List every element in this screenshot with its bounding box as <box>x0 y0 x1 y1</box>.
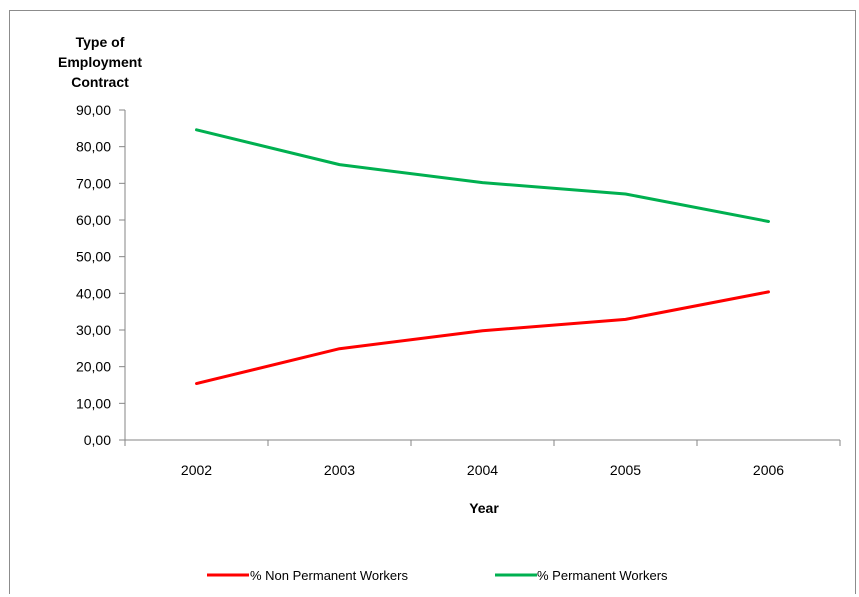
y-tick-label: 10,00 <box>76 395 111 411</box>
x-tick-label: 2005 <box>610 462 641 478</box>
y-tick-label: 50,00 <box>76 249 111 265</box>
y-axis-title-line-2: Employment <box>57 54 142 70</box>
y-tick-label: 0,00 <box>84 432 111 448</box>
y-tick-label: 80,00 <box>76 139 111 155</box>
x-axis-title: Year <box>469 500 499 516</box>
x-axis-ticks: 2002 2003 2004 2005 2006 <box>124 440 841 478</box>
y-tick-label: 30,00 <box>76 322 111 338</box>
legend-label: % Non Permanent Workers <box>250 568 408 583</box>
y-axis-title-line-1: Type of <box>75 34 125 50</box>
x-tick-label: 2004 <box>467 462 498 478</box>
axes <box>124 110 840 441</box>
y-axis-title: Type of Employment Contract <box>50 32 150 92</box>
y-tick-label: 20,00 <box>76 359 111 375</box>
y-tick-label: 40,00 <box>76 285 111 301</box>
legend: % Non Permanent Workers % Permanent Worke… <box>207 568 668 583</box>
x-tick-label: 2003 <box>324 462 355 478</box>
y-tick-label: 70,00 <box>76 175 111 191</box>
y-tick-label: 90,00 <box>76 102 111 118</box>
legend-label: % Permanent Workers <box>537 568 668 583</box>
y-tick-label: 60,00 <box>76 212 111 228</box>
y-axis-ticks: 0,00 10,00 20,00 30,00 40,00 50,00 60,00 70,00 8… <box>76 102 125 448</box>
x-tick-label: 2002 <box>181 462 212 478</box>
series-lines <box>195 128 770 386</box>
x-tick-label: 2006 <box>753 462 784 478</box>
series-line-non-permanent <box>195 290 770 386</box>
series-line-permanent <box>195 128 770 223</box>
y-axis-title-line-3: Contract <box>71 74 129 90</box>
